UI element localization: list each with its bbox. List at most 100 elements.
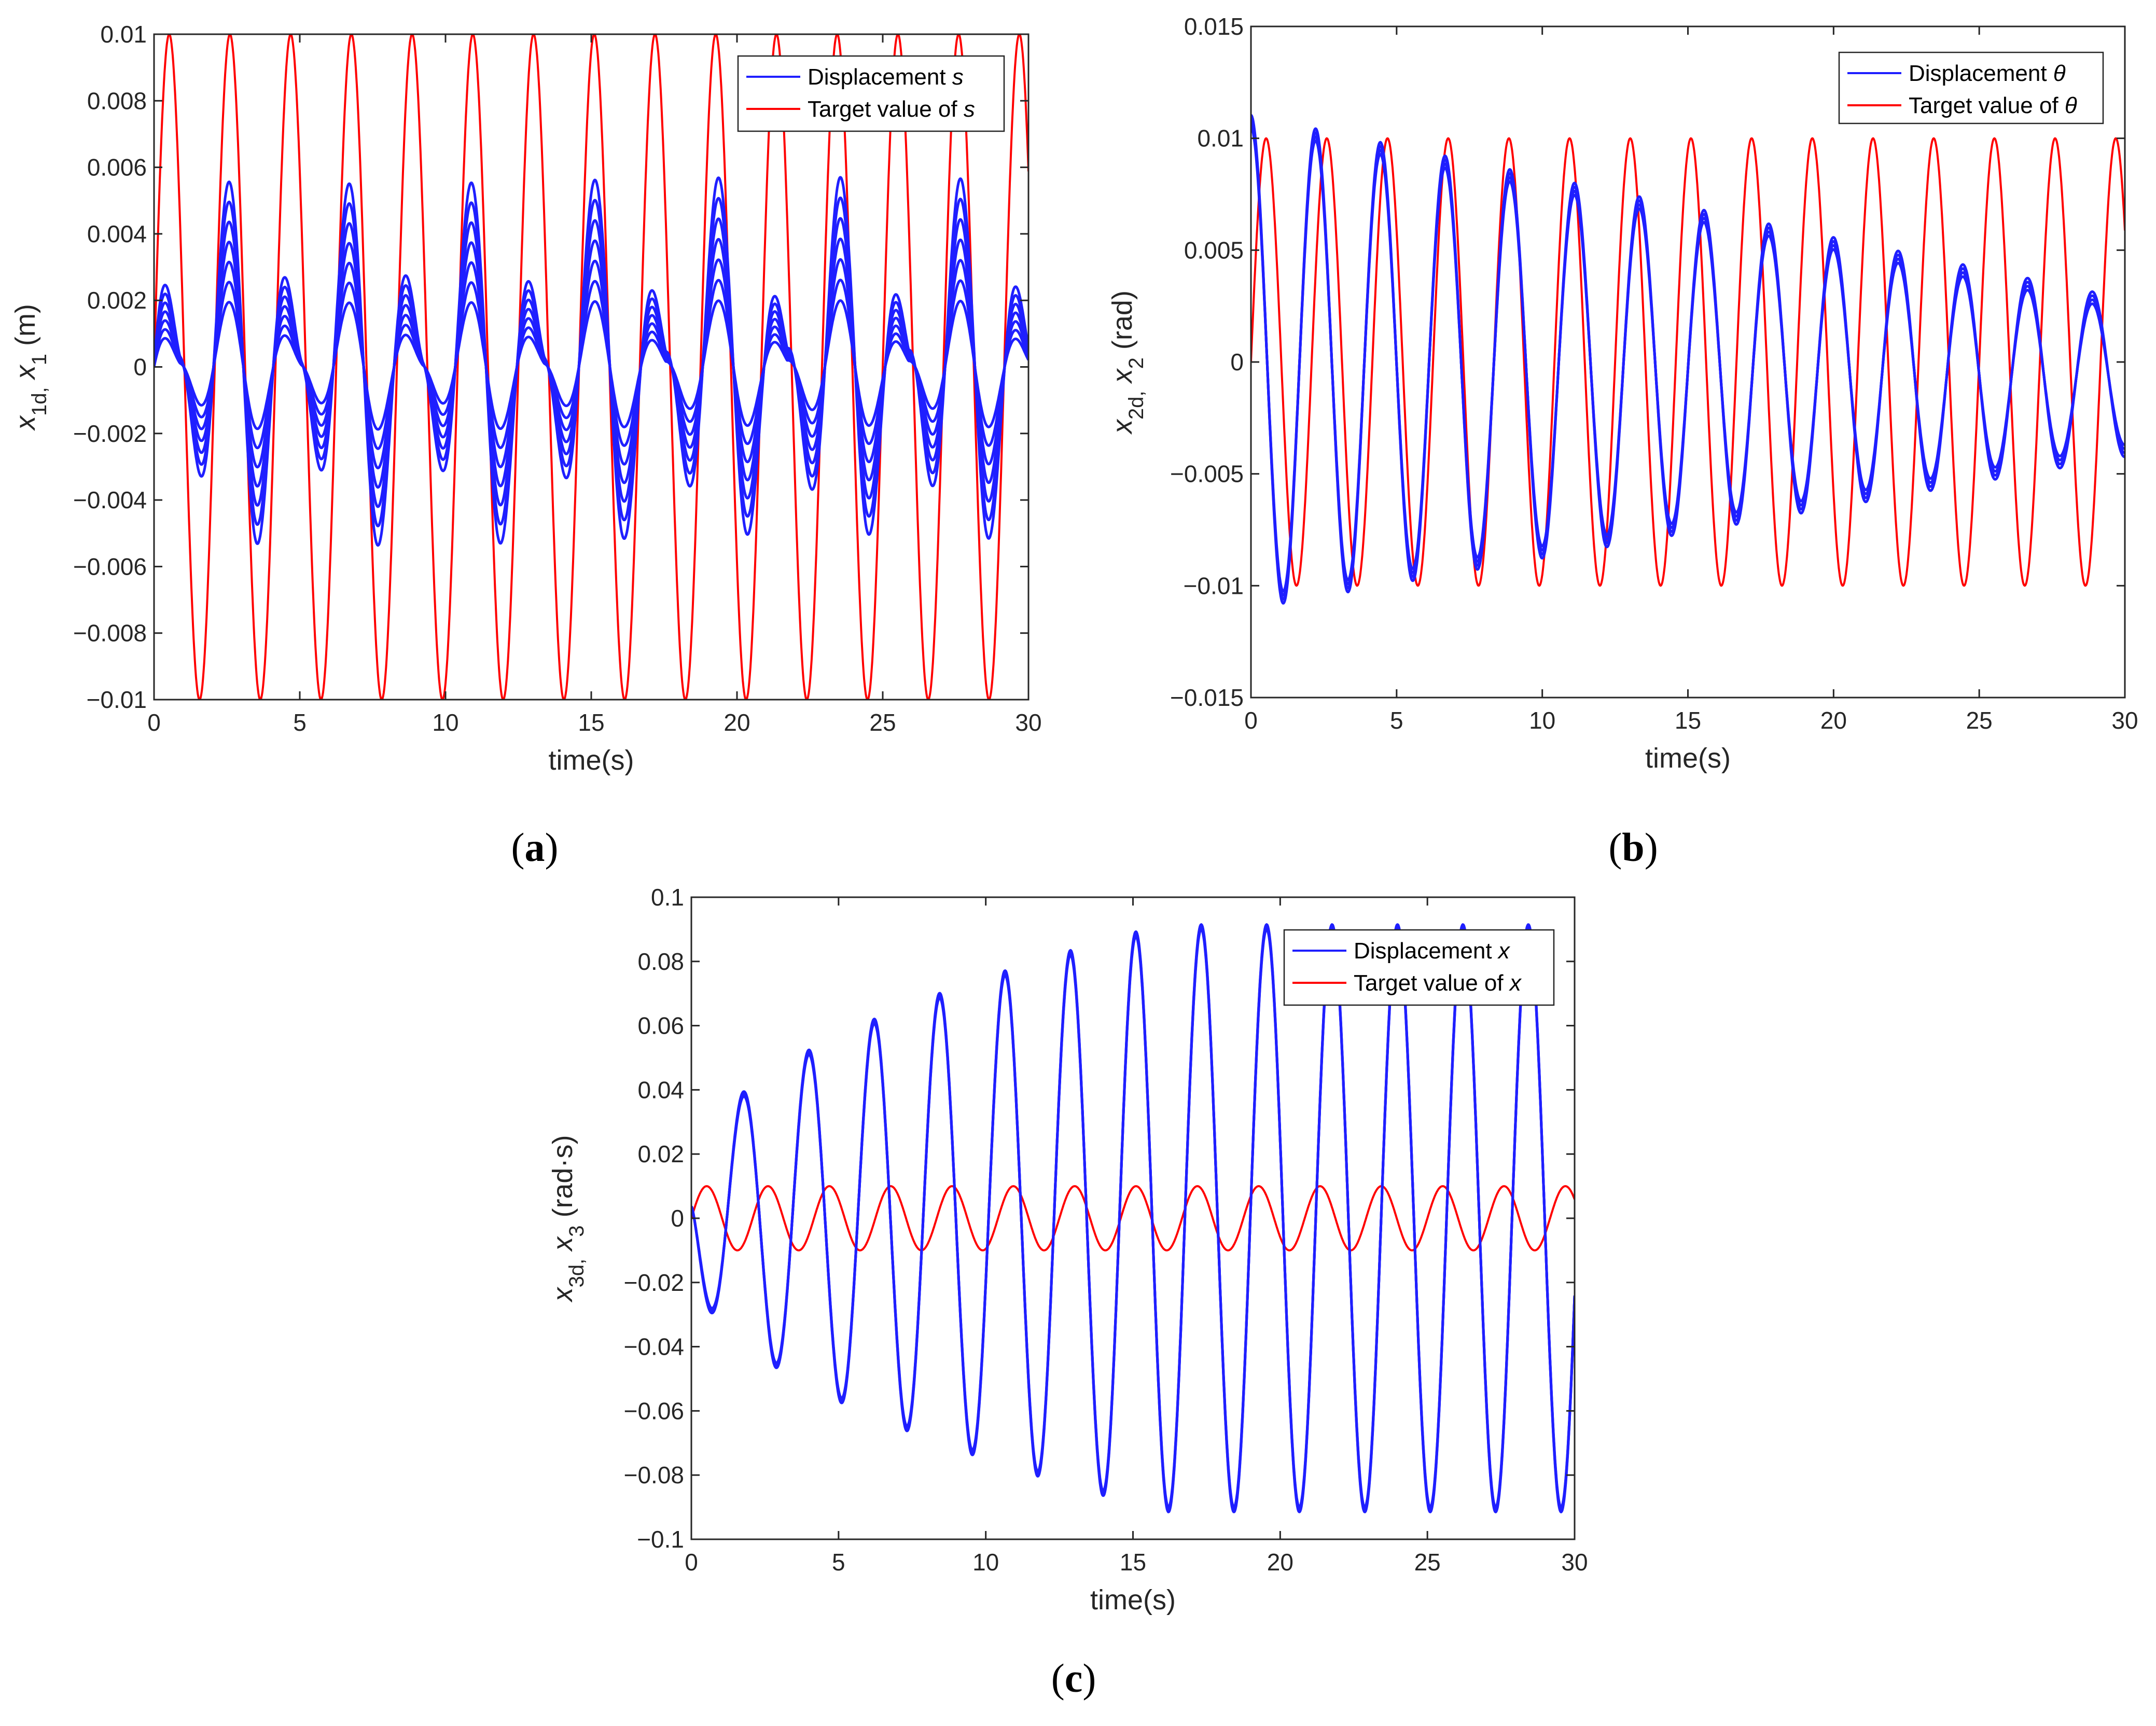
x-tick-label: 20 [724, 709, 750, 736]
y-axis-label-part: x [10, 364, 41, 387]
y-tick-label: 0.005 [1184, 236, 1244, 263]
x-tick-label: 0 [1244, 707, 1258, 734]
y-tick-label: 0 [671, 1205, 684, 1232]
y-tick-label: 0.006 [87, 154, 147, 181]
y-tick-label: −0.08 [624, 1461, 684, 1488]
y-tick-label: 0.015 [1184, 13, 1244, 40]
series-line-displacement [691, 923, 1575, 1513]
panel-label: (c) [1051, 1655, 1096, 1701]
y-tick-label: −0.004 [73, 486, 147, 513]
legend-entry: Displacement θ [1909, 61, 2066, 86]
legend-label: Target value of [1909, 93, 2065, 118]
legend-label: Displacement [1354, 938, 1498, 964]
x-tick-label: 10 [972, 1549, 999, 1576]
y-tick-label: −0.01 [1184, 572, 1244, 599]
y-axis-label-part: (rad) [1107, 290, 1138, 357]
legend-box [1283, 929, 1555, 1006]
series-line-target [691, 1185, 1575, 1251]
legend-label: Target value of [1354, 970, 1510, 996]
y-tick-label: 0.01 [100, 21, 147, 48]
y-tick-label: 0.01 [1197, 125, 1244, 152]
y-tick-label: −0.02 [624, 1269, 684, 1296]
legend-symbol: s [964, 96, 975, 122]
y-tick-label: 0.1 [651, 884, 684, 911]
x-tick-label: 25 [1414, 1549, 1441, 1576]
chart-a: 0 5 10 15 20 25 30−0.01−0.008−0.006−0.004−0.00… [10, 21, 1042, 870]
y-tick-label: −0.1 [637, 1526, 684, 1553]
x-tick-label: 0 [685, 1549, 698, 1576]
x-tick-label: 30 [2111, 707, 2138, 734]
legend-label: Displacement [808, 64, 952, 90]
y-axis-label-part: 1 [28, 354, 51, 365]
legend-symbol: x [1509, 970, 1522, 996]
x-tick-label: 10 [432, 709, 458, 736]
y-tick-label: −0.006 [73, 553, 147, 580]
legend-entry: Target value of x [1354, 970, 1522, 996]
legend-symbol: s [952, 64, 964, 90]
y-axis-label-part: 3 [565, 1226, 588, 1237]
y-tick-label: 0.008 [87, 87, 147, 114]
y-tick-label: −0.01 [87, 686, 147, 713]
y-tick-label: 0.06 [637, 1012, 684, 1039]
y-axis-label-part: x [1107, 368, 1138, 391]
x-axis-label: time(s) [1645, 743, 1731, 774]
y-tick-label: −0.06 [624, 1397, 684, 1424]
y-axis-label-part: 3d, [565, 1259, 588, 1288]
legend-entry: Target value of θ [1909, 93, 2077, 118]
x-tick-label: 30 [1015, 709, 1041, 736]
x-tick-label: 15 [1120, 1549, 1146, 1576]
y-tick-label: 0 [1230, 349, 1244, 375]
legend-entry: Displacement x [1354, 938, 1511, 964]
y-tick-label: −0.005 [1170, 461, 1244, 488]
series-line-target [154, 34, 1028, 700]
x-axis-label: time(s) [1090, 1584, 1176, 1616]
x-axis-label: time(s) [549, 745, 634, 776]
legend-entry: Target value of s [808, 96, 975, 122]
x-tick-label: 5 [1390, 707, 1403, 734]
panel-label: (a) [511, 825, 559, 870]
panel-letter: c [1065, 1655, 1083, 1701]
legend-box [1838, 51, 2104, 124]
chart-c: 0 5 10 15 20 25 30 −0.1 −0.08 −0.06 −0.04 −0.02 0 0.0… [547, 884, 1588, 1701]
y-axis-label: x3d, x3 (rad·s) [547, 1135, 588, 1303]
y-tick-label: 0.08 [637, 948, 684, 975]
y-axis-label: x1d, x1 (m) [10, 304, 51, 432]
series-line-displacement [154, 176, 1028, 547]
x-tick-label: 10 [1529, 707, 1555, 734]
series-line-displacement [1251, 114, 2125, 605]
y-tick-label: −0.04 [624, 1333, 684, 1360]
x-tick-label: 5 [293, 709, 307, 736]
x-tick-label: 15 [578, 709, 604, 736]
panel-letter: a [525, 825, 545, 870]
y-axis-label-part: x [547, 1236, 578, 1259]
y-axis-label-part: (rad·s) [547, 1135, 578, 1226]
y-axis-label: x2d, x2 (rad) [1107, 290, 1148, 435]
x-tick-label: 25 [869, 709, 896, 736]
y-axis-label-part: 2d, [1125, 391, 1148, 420]
legend-label: Target value of [808, 96, 964, 122]
x-tick-label: 15 [1675, 707, 1701, 734]
x-tick-label: 5 [832, 1549, 845, 1576]
plot-area [154, 34, 1028, 700]
y-tick-label: 0 [133, 354, 147, 381]
y-axis-label-part: x [547, 1286, 578, 1303]
x-tick-label: 20 [1820, 707, 1847, 734]
legend-entry: Displacement s [808, 64, 964, 90]
y-tick-label: −0.002 [73, 420, 147, 447]
y-axis-label-part: (m) [10, 304, 41, 354]
panel-label: (b) [1608, 825, 1658, 870]
chart-b: 0 5 10 15 20 25 30 −0.015 −0.01 −0.005 0 0.005 0.01 0… [1107, 13, 2138, 870]
x-tick-label: 0 [147, 709, 161, 736]
y-axis-label-part: x [10, 415, 41, 432]
y-tick-label: 0.004 [87, 220, 147, 247]
y-tick-label: −0.008 [73, 620, 147, 647]
y-axis-label-part: x [1107, 419, 1138, 435]
x-tick-label: 20 [1267, 1549, 1293, 1576]
y-tick-label: 0.04 [637, 1076, 684, 1103]
legend-box [737, 55, 1005, 132]
x-tick-label: 30 [1561, 1549, 1588, 1576]
x-tick-label: 25 [1966, 707, 1993, 734]
panel-letter: b [1622, 825, 1644, 870]
legend-label: Displacement [1909, 61, 2053, 86]
